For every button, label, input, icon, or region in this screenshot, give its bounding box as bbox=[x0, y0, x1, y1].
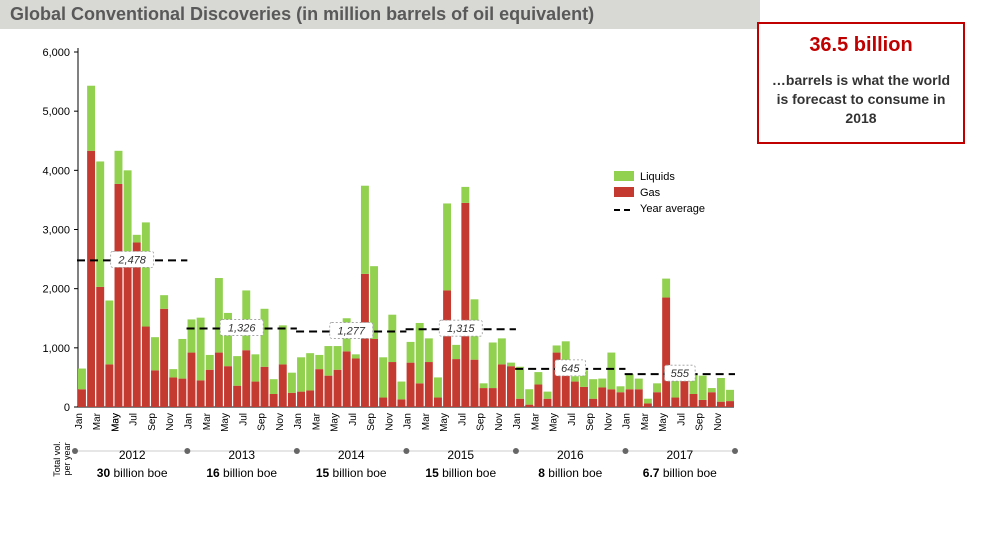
svg-text:Jan: Jan bbox=[622, 413, 633, 429]
svg-text:Gas: Gas bbox=[640, 187, 661, 199]
svg-text:2013: 2013 bbox=[228, 448, 255, 462]
svg-text:6,000: 6,000 bbox=[42, 47, 70, 59]
svg-text:May: May bbox=[658, 413, 669, 432]
svg-text:2,000: 2,000 bbox=[42, 284, 70, 296]
svg-text:Mar: Mar bbox=[202, 412, 213, 430]
svg-text:15 billion boe: 15 billion boe bbox=[425, 466, 496, 480]
svg-text:Sep: Sep bbox=[366, 413, 377, 431]
chart-title: Global Conventional Discoveries (in mill… bbox=[10, 4, 594, 24]
svg-text:1,315: 1,315 bbox=[447, 323, 475, 335]
svg-text:Nov: Nov bbox=[384, 413, 395, 431]
svg-text:Jul: Jul bbox=[676, 413, 687, 426]
svg-text:Jul: Jul bbox=[348, 413, 359, 426]
svg-text:per year: per year bbox=[62, 442, 72, 475]
callout-value: 36.5 billion bbox=[767, 34, 955, 57]
svg-text:Liquids: Liquids bbox=[640, 171, 675, 183]
svg-text:Sep: Sep bbox=[695, 413, 706, 431]
svg-text:2012: 2012 bbox=[119, 448, 146, 462]
chart-title-bar: Global Conventional Discoveries (in mill… bbox=[0, 0, 760, 29]
svg-text:8 billion boe: 8 billion boe bbox=[538, 466, 602, 480]
svg-text:15 billion boe: 15 billion boe bbox=[316, 466, 387, 480]
svg-text:1,326: 1,326 bbox=[228, 323, 256, 335]
svg-text:Jul: Jul bbox=[567, 413, 578, 426]
svg-text:Year average: Year average bbox=[640, 203, 705, 215]
svg-text:Sep: Sep bbox=[476, 413, 487, 431]
svg-text:Jul: Jul bbox=[457, 413, 468, 426]
svg-text:2014: 2014 bbox=[338, 448, 365, 462]
svg-text:6.7 billion boe: 6.7 billion boe bbox=[643, 466, 717, 480]
svg-text:2016: 2016 bbox=[557, 448, 584, 462]
svg-text:Jan: Jan bbox=[183, 413, 194, 429]
svg-text:Mar: Mar bbox=[530, 412, 541, 430]
svg-text:1,000: 1,000 bbox=[42, 343, 70, 355]
svg-text:0: 0 bbox=[64, 402, 70, 414]
svg-text:Nov: Nov bbox=[494, 413, 505, 431]
svg-text:May: May bbox=[220, 413, 231, 432]
svg-text:2017: 2017 bbox=[666, 448, 693, 462]
svg-text:Nov: Nov bbox=[713, 413, 724, 431]
chart-svg: 0 1,000 2,000 3,000 4,000 5,000 6,000 2,478 1,32… bbox=[20, 42, 760, 512]
svg-text:Jan: Jan bbox=[512, 413, 523, 429]
svg-text:2,478: 2,478 bbox=[117, 254, 146, 266]
svg-text:Mar: Mar bbox=[311, 412, 322, 430]
svg-text:Jul: Jul bbox=[129, 413, 140, 426]
svg-text:30 billion boe: 30 billion boe bbox=[97, 466, 168, 480]
svg-text:645: 645 bbox=[561, 363, 580, 375]
svg-text:555: 555 bbox=[671, 368, 690, 380]
svg-text:Sep: Sep bbox=[257, 413, 268, 431]
svg-text:Jan: Jan bbox=[293, 413, 304, 429]
svg-text:Nov: Nov bbox=[165, 413, 176, 431]
svg-text:5,000: 5,000 bbox=[42, 106, 70, 118]
callout-text: …barrels is what the world is forecast t… bbox=[767, 71, 955, 128]
svg-text:May: May bbox=[330, 413, 341, 432]
svg-text:Mar: Mar bbox=[421, 412, 432, 430]
callout-box: 36.5 billion …barrels is what the world … bbox=[757, 22, 965, 144]
svg-text:Nov: Nov bbox=[603, 413, 614, 431]
svg-text:May: May bbox=[549, 413, 560, 432]
svg-text:Mar: Mar bbox=[640, 412, 651, 430]
svg-text:Jan: Jan bbox=[403, 413, 414, 429]
svg-text:Nov: Nov bbox=[275, 413, 286, 431]
svg-text:16 billion boe: 16 billion boe bbox=[206, 466, 277, 480]
svg-text:3,000: 3,000 bbox=[42, 225, 70, 237]
svg-text:Sep: Sep bbox=[147, 413, 158, 431]
svg-text:Jul: Jul bbox=[238, 413, 249, 426]
svg-text:Jan: Jan bbox=[74, 413, 85, 429]
svg-text:May: May bbox=[439, 413, 450, 432]
chart: 0 1,000 2,000 3,000 4,000 5,000 6,000 2,478 1,32… bbox=[20, 42, 760, 512]
svg-text:Sep: Sep bbox=[585, 413, 596, 431]
svg-text:1,277: 1,277 bbox=[337, 325, 365, 337]
svg-text:Mar: Mar bbox=[92, 412, 103, 430]
svg-text:May: May bbox=[110, 413, 121, 432]
svg-text:2015: 2015 bbox=[447, 448, 474, 462]
svg-text:4,000: 4,000 bbox=[42, 165, 70, 177]
svg-text:Total vol.: Total vol. bbox=[52, 441, 62, 477]
